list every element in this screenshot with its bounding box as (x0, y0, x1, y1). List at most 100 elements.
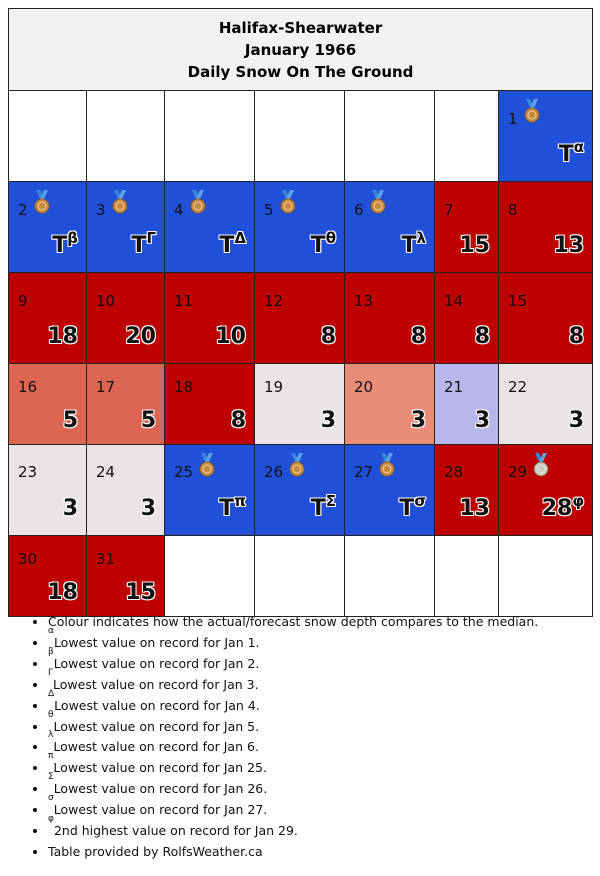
footnote-item: ΣLowest value on record for Jan 26. (48, 773, 538, 800)
snow-depth-value: 18 (47, 324, 78, 349)
day-cell-6: 6 Tλ (344, 181, 435, 273)
day-number: 9 (18, 292, 28, 310)
day-cell-22: 22 3 (497, 363, 594, 445)
day-number: 16 (18, 378, 38, 396)
day-number: 2 (18, 201, 28, 219)
footnote-symbol: φ (48, 814, 54, 825)
day-number: 8 (508, 201, 518, 219)
day-cell-28: 28 13 (434, 444, 499, 536)
snow-depth-value: 8 (410, 324, 426, 349)
footnote-symbol: β (48, 646, 54, 657)
snow-depth-value: 10 (215, 324, 246, 349)
day-cell-20: 20 3 (344, 363, 435, 445)
calendar-week: 30 18 31 15 (8, 535, 594, 617)
empty-cell (86, 90, 165, 182)
day-cell-21: 21 3 (434, 363, 499, 445)
empty-cell (434, 535, 499, 617)
bronze-medal-icon (376, 453, 398, 479)
snow-calendar: Halifax-Shearwater January 1966 Daily Sn… (7, 8, 594, 617)
day-cell-9: 9 18 (8, 272, 87, 364)
footnote-item: ΓLowest value on record for Jan 3. (48, 668, 538, 696)
footnote-marker: β (67, 229, 78, 247)
day-cell-7: 7 15 (434, 181, 499, 273)
bronze-medal-icon (31, 190, 53, 216)
day-cell-15: 15 8 (497, 272, 594, 364)
day-number: 7 (444, 201, 454, 219)
snow-depth-value: 8 (320, 324, 336, 349)
day-number: 4 (174, 201, 184, 219)
footnote-marker: α (573, 138, 585, 156)
day-number: 15 (508, 292, 528, 310)
day-cell-11: 11 10 (164, 272, 255, 364)
bronze-medal-icon (109, 190, 131, 216)
snow-depth-value: 13 (553, 233, 585, 258)
day-cell-13: 13 8 (344, 272, 435, 364)
footnote-symbol: σ (48, 793, 54, 804)
snow-depth-value: 20 (125, 324, 156, 349)
calendar-body: 1 Tα 2 Tβ 3 TΓ 4 TΔ 5 Tθ 6 Tλ 7 15 8 13 9 18 10 20 11 10 12 8 13… (8, 90, 594, 617)
day-number: 24 (96, 463, 116, 481)
snow-depth-value: 3 (320, 408, 336, 433)
day-number: 17 (96, 378, 116, 396)
bronze-medal-icon (367, 190, 389, 216)
bronze-medal-icon (277, 190, 299, 216)
snow-depth-value: 3 (474, 408, 490, 433)
footnote-marker: Σ (325, 492, 336, 510)
snow-depth-value: 3 (140, 496, 156, 521)
empty-cell (164, 535, 255, 617)
footnote-marker: π (234, 492, 246, 510)
day-cell-5: 5 Tθ (254, 181, 345, 273)
footnote-symbol: θ (48, 709, 54, 720)
footnote-item: σLowest value on record for Jan 27. (48, 794, 538, 821)
empty-cell (8, 90, 87, 182)
snow-depth-value: Tβ (52, 229, 78, 258)
day-number: 25 (174, 463, 194, 481)
day-cell-30: 30 18 (8, 535, 87, 617)
bronze-medal-icon (286, 453, 308, 479)
day-cell-14: 14 8 (434, 272, 499, 364)
footnote-symbol: λ (48, 730, 54, 741)
day-cell-4: 4 TΔ (164, 181, 255, 273)
day-number: 30 (18, 550, 38, 568)
day-number: 13 (354, 292, 374, 310)
footnote-symbol: Γ (48, 667, 54, 678)
day-number: 21 (444, 378, 464, 396)
month-title: January 1966 (244, 40, 357, 59)
calendar-week: 1 Tα (8, 90, 594, 182)
day-cell-3: 3 TΓ (86, 181, 165, 273)
day-number: 23 (18, 463, 38, 481)
day-number: 1 (508, 110, 518, 128)
day-number: 27 (354, 463, 374, 481)
day-cell-16: 16 5 (8, 363, 87, 445)
snow-depth-value: 15 (125, 580, 156, 605)
footnote-symbol: Δ (48, 688, 55, 699)
day-number: 28 (444, 463, 464, 481)
day-number: 14 (444, 292, 464, 310)
footnote-marker: θ (325, 229, 336, 247)
day-number: 26 (264, 463, 284, 481)
footnote-item: Colour indicates how the actual/forecast… (48, 612, 538, 633)
snow-depth-value: Tσ (399, 492, 426, 521)
empty-cell (434, 90, 499, 182)
chart-subtitle: Daily Snow On The Ground (187, 62, 414, 81)
snow-depth-value: TΔ (219, 229, 246, 258)
day-cell-24: 24 3 (86, 444, 165, 536)
day-number: 10 (96, 292, 116, 310)
snow-depth-value: 5 (62, 408, 78, 433)
snow-depth-value: 8 (474, 324, 490, 349)
day-cell-27: 27 Tσ (344, 444, 435, 536)
snow-depth-value: 15 (459, 233, 490, 258)
day-number: 29 (508, 463, 528, 481)
day-number: 11 (174, 292, 194, 310)
empty-cell (164, 90, 255, 182)
snow-depth-value: 3 (410, 408, 426, 433)
footnote-symbol: Σ (48, 772, 54, 783)
day-number: 20 (354, 378, 374, 396)
footnote-marker: σ (414, 492, 426, 510)
empty-cell (344, 90, 435, 182)
snow-depth-value: Tθ (310, 229, 336, 258)
day-number: 22 (508, 378, 528, 396)
snow-depth-value: 28φ (541, 492, 585, 521)
footnote-item: ΔLowest value on record for Jan 4. (48, 689, 538, 717)
bronze-medal-icon (521, 99, 543, 125)
